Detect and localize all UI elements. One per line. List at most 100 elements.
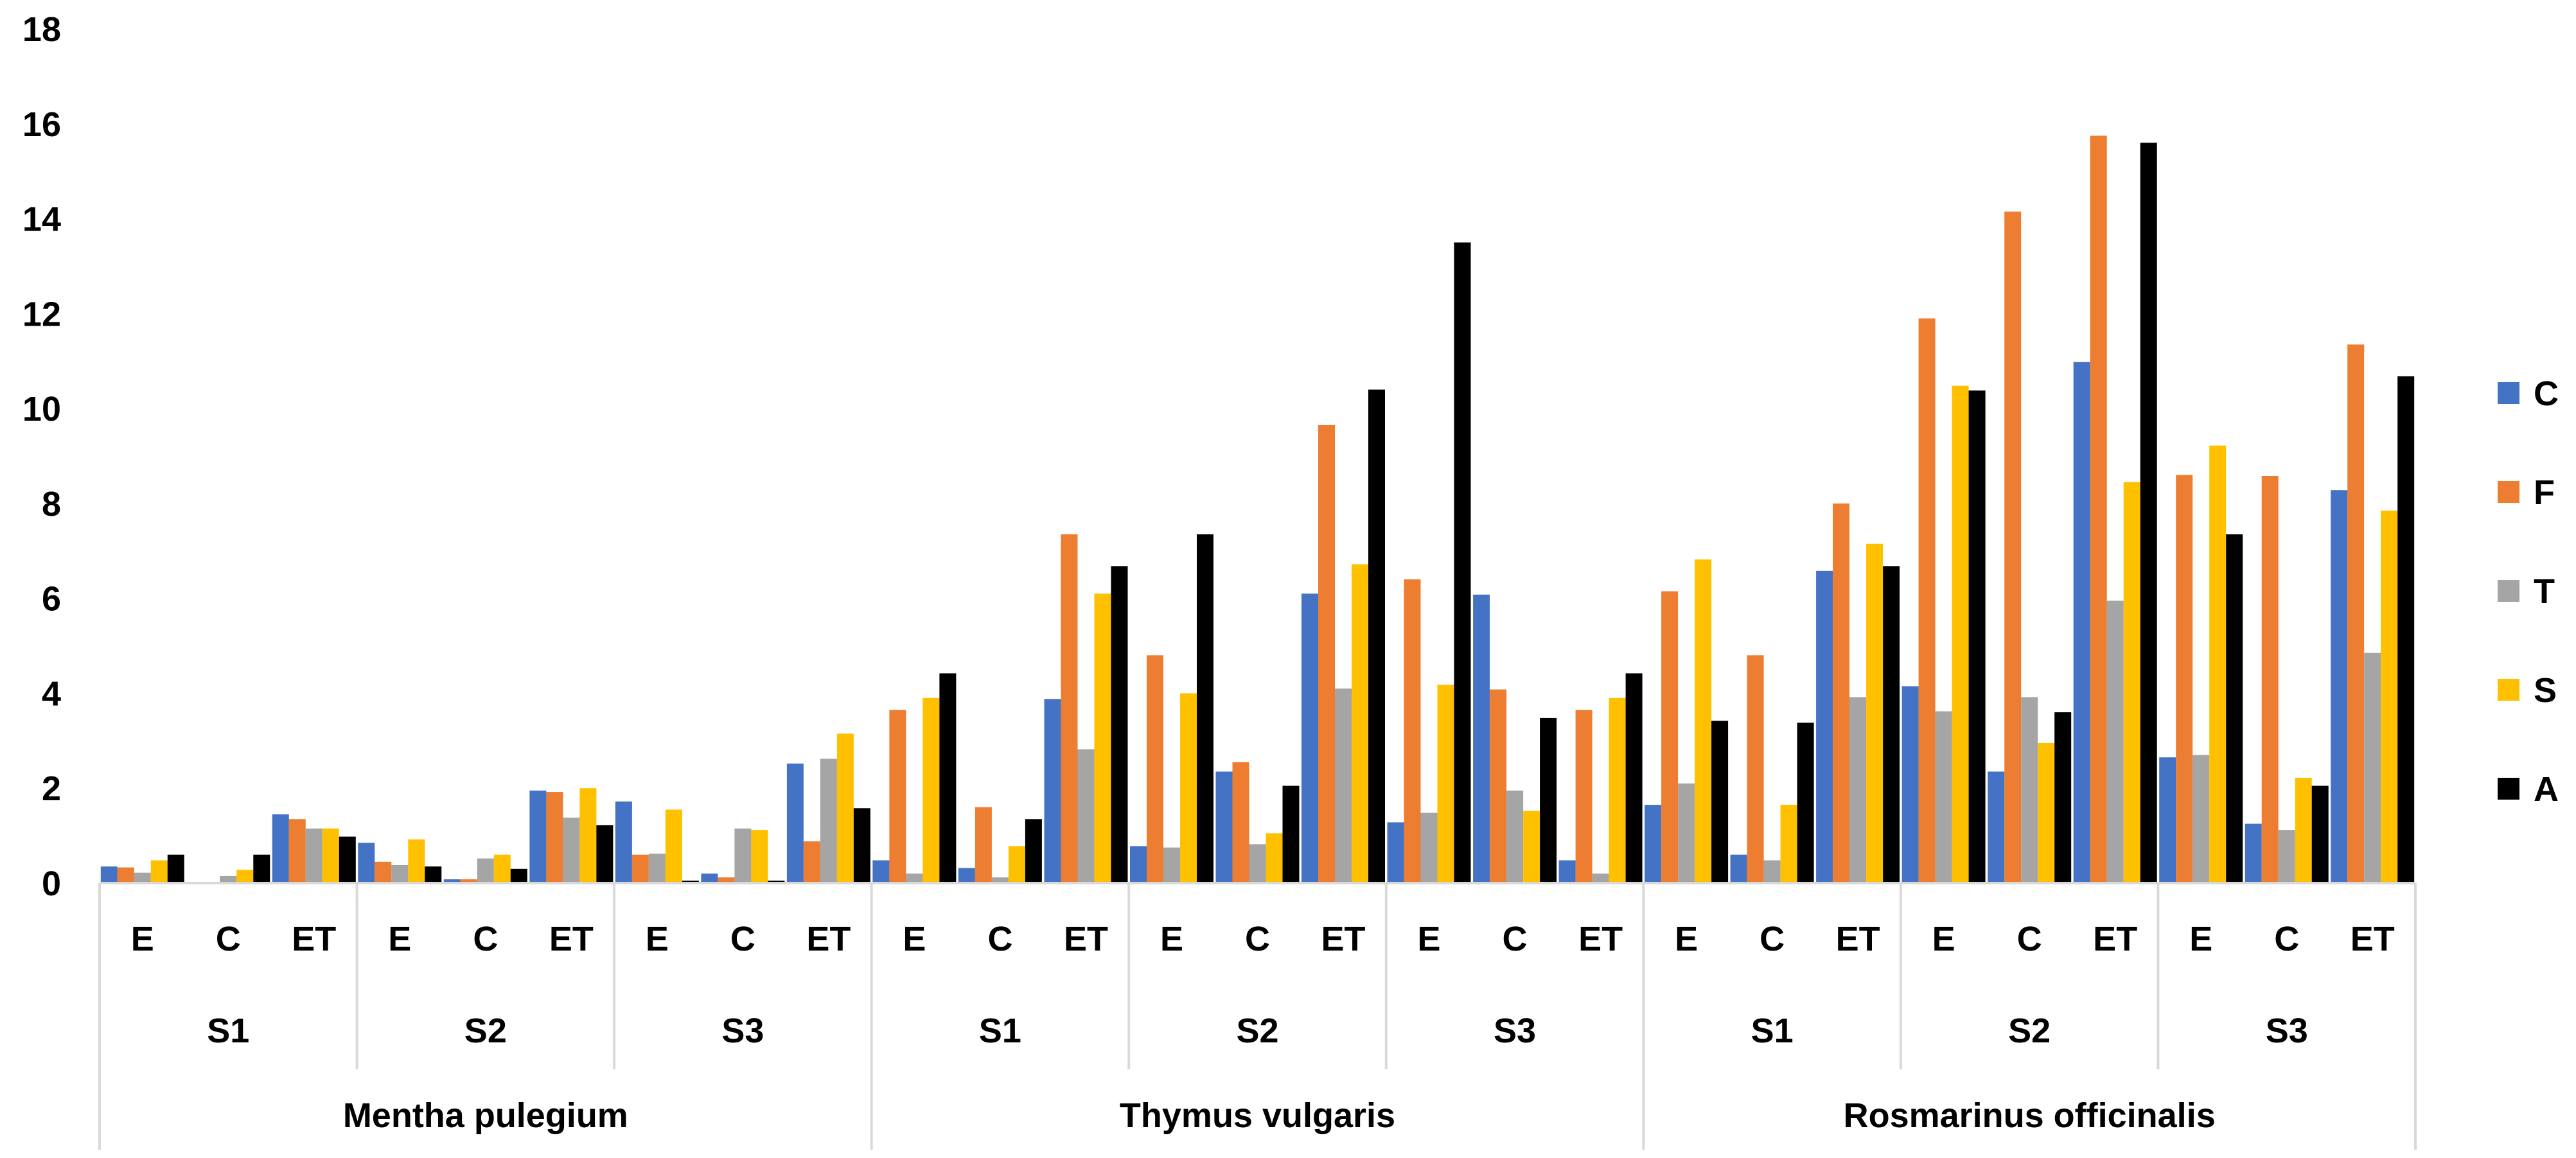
- bar-F-5: [546, 792, 563, 883]
- category-label: ET: [806, 920, 851, 958]
- subgroup-label: S1: [1751, 1012, 1794, 1050]
- bar-F-6: [631, 854, 649, 883]
- bar-A-16: [1540, 717, 1557, 883]
- bar-C-26: [2331, 490, 2348, 883]
- bar-F-16: [1490, 689, 1507, 883]
- bar-C-14: [1301, 593, 1318, 883]
- bar-T-12: [1163, 847, 1180, 883]
- bar-A-1: [253, 854, 270, 883]
- bar-A-11: [1111, 566, 1128, 883]
- category-label: C: [730, 920, 755, 958]
- bar-C-7: [701, 873, 718, 883]
- group-label: Mentha pulegium: [343, 1096, 628, 1135]
- bar-C-24: [2159, 757, 2176, 883]
- bar-T-4: [477, 858, 494, 883]
- y-tick-label: 14: [22, 200, 61, 239]
- category-label: ET: [549, 920, 594, 958]
- bar-A-21: [1968, 390, 1986, 883]
- bar-S-20: [1866, 543, 1883, 883]
- bar-T-9: [906, 873, 923, 883]
- category-label: E: [646, 920, 669, 958]
- bar-A-10: [1025, 819, 1042, 884]
- bar-F-26: [2347, 344, 2365, 883]
- series-S: [150, 385, 2398, 883]
- category-label: C: [1760, 920, 1785, 958]
- legend-label-S: S: [2534, 671, 2557, 710]
- bar-F-11: [1061, 534, 1078, 883]
- bar-S-25: [2295, 778, 2312, 883]
- bar-S-16: [1523, 811, 1540, 883]
- bar-S-0: [150, 860, 168, 883]
- bar-T-10: [991, 877, 1009, 883]
- y-tick-label: 6: [42, 580, 61, 618]
- bar-A-9: [939, 673, 957, 883]
- bar-C-13: [1215, 771, 1233, 883]
- legend-label-T: T: [2534, 572, 2555, 611]
- bar-S-13: [1266, 833, 1283, 883]
- category-label: E: [1418, 920, 1441, 958]
- y-tick-label: 8: [42, 485, 61, 523]
- category-label: ET: [292, 920, 336, 958]
- category-label: C: [2017, 920, 2042, 958]
- bar-F-18: [1661, 591, 1679, 883]
- bar-C-2: [272, 814, 289, 883]
- legend-label-F: F: [2534, 473, 2555, 512]
- bar-F-8: [803, 841, 820, 883]
- category-label: E: [1160, 920, 1183, 958]
- bar-A-25: [2311, 785, 2329, 883]
- y-tick-label: 0: [42, 864, 61, 903]
- bar-C-11: [1044, 699, 1061, 883]
- bars: [100, 136, 2415, 884]
- bar-T-25: [2278, 830, 2295, 883]
- y-tick-label: 10: [22, 390, 61, 428]
- bar-C-6: [615, 801, 632, 883]
- category-label: E: [388, 920, 411, 958]
- subgroup-label: S1: [207, 1012, 249, 1050]
- group-label: Thymus vulgaris: [1120, 1096, 1395, 1135]
- category-label: ET: [1064, 920, 1108, 958]
- bar-C-9: [872, 860, 890, 883]
- bar-T-23: [2106, 601, 2124, 883]
- bar-A-14: [1368, 389, 1385, 883]
- legend-swatch-A: [2498, 778, 2519, 800]
- bar-A-12: [1197, 534, 1213, 883]
- category-label: C: [1503, 920, 1528, 958]
- bar-F-24: [2176, 475, 2193, 883]
- y-tick-label: 16: [22, 105, 61, 144]
- bar-A-5: [596, 825, 613, 883]
- bar-S-4: [493, 854, 511, 883]
- bar-A-19: [1797, 723, 1814, 883]
- subgroup-label: S3: [1494, 1012, 1536, 1050]
- bar-F-13: [1232, 762, 1249, 883]
- bar-T-17: [1592, 873, 1609, 883]
- bar-F-12: [1147, 655, 1163, 883]
- bar-A-23: [2140, 143, 2157, 883]
- bar-A-15: [1454, 242, 1471, 883]
- bar-A-24: [2226, 534, 2243, 883]
- bar-C-10: [958, 868, 975, 883]
- bar-S-14: [1352, 564, 1368, 883]
- bar-S-12: [1180, 693, 1197, 883]
- bar-A-3: [425, 866, 442, 883]
- series-T: [134, 601, 2381, 883]
- bar-F-22: [2004, 211, 2022, 883]
- category-label: ET: [1836, 920, 1880, 958]
- bar-S-21: [1952, 385, 1969, 883]
- bar-S-17: [1609, 697, 1626, 883]
- bar-C-12: [1130, 846, 1147, 883]
- subgroup-label: S2: [464, 1012, 507, 1050]
- group-label: Rosmarinus officinalis: [1844, 1096, 2216, 1135]
- bar-A-2: [339, 836, 356, 883]
- bar-S-19: [1780, 805, 1797, 883]
- bar-T-19: [1763, 860, 1781, 883]
- bar-F-0: [117, 867, 134, 883]
- bar-T-2: [305, 829, 322, 883]
- bar-S-1: [236, 870, 254, 883]
- bar-T-13: [1249, 844, 1266, 883]
- bar-A-4: [510, 868, 527, 883]
- bar-S-24: [2209, 445, 2227, 883]
- series-C: [100, 362, 2348, 883]
- bar-F-25: [2261, 476, 2279, 883]
- legend-swatch-S: [2498, 679, 2519, 701]
- bar-C-15: [1387, 822, 1404, 883]
